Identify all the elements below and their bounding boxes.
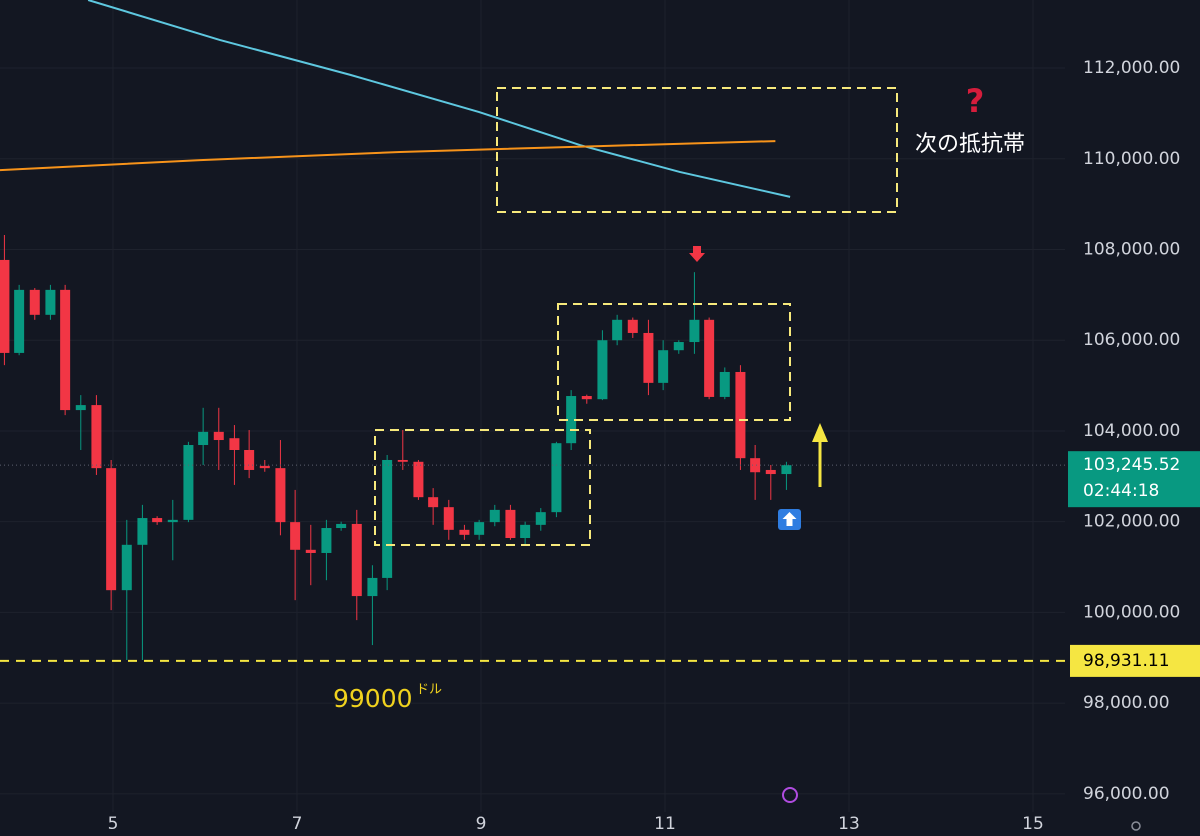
candle-body [581,396,592,400]
moving-average [0,140,776,172]
x-tick-label: 13 [838,814,860,834]
candle-body [689,319,700,343]
range-box [557,303,791,421]
candle-body [75,405,86,411]
candle-body [351,523,362,597]
resistance-label: 次の抵抗帯 [915,132,1025,157]
candle-body [183,445,194,520]
candle-body [505,509,516,539]
candle-body [382,459,393,578]
candle-body [443,507,454,530]
candle-body [750,458,761,473]
candle-body [520,524,531,539]
candle-body [244,450,255,470]
candle-body [397,459,408,462]
support-price-box [1070,644,1200,677]
candle-body [29,289,40,315]
candle-body [673,342,684,351]
candle-body [259,465,270,469]
countdown-label: 02:44:18 [1083,481,1159,501]
candle-body [428,497,439,508]
support-price-label: 98,931.11 [1083,651,1170,671]
candle-body [612,319,623,341]
candle-body [0,259,10,353]
y-tick-label: 98,000.00 [1083,693,1170,713]
candle-body [91,405,102,469]
candle-body [60,289,71,411]
y-tick-label: 106,000.00 [1083,330,1180,350]
candle-body [489,509,500,523]
candle-body [198,431,209,446]
y-tick-label: 102,000.00 [1083,512,1180,532]
candle-body [566,396,577,444]
candle-body [14,289,25,353]
support-label: 99000 [333,684,413,713]
y-tick-label: 108,000.00 [1083,239,1180,259]
candle-body [305,549,316,553]
candle-body [719,371,730,397]
x-tick-label: 11 [654,814,676,834]
candle-body [321,528,332,553]
candle-body [781,465,792,475]
x-tick-label: 7 [292,814,303,834]
candle-body [597,340,608,400]
candle-body [290,522,301,550]
last-price-box [1068,451,1200,508]
candle-body [167,519,178,523]
last-price-label: 103,245.52 [1083,455,1180,475]
candle-body [45,289,56,315]
candle-body [765,469,776,475]
candle-body [627,319,638,333]
candle-body [735,371,746,459]
candle-body [459,529,470,535]
candle-body [152,518,163,523]
support-unit: ドル [416,683,442,698]
candle-body [658,350,669,383]
candle-body [229,438,240,451]
question-mark: ? [966,82,985,120]
candle-body [704,319,715,397]
down-arrow [689,246,705,262]
candle-body [213,431,224,441]
candle-body [474,522,485,535]
y-tick-label: 104,000.00 [1083,421,1180,441]
y-tick-label: 100,000.00 [1083,602,1180,622]
event-icon [782,787,798,803]
y-tick-label: 96,000.00 [1083,784,1170,804]
y-tick-label: 110,000.00 [1083,149,1180,169]
candle-body [137,518,148,545]
up-arrow-head [812,423,828,442]
candle-body [336,523,347,529]
range-box [374,429,591,546]
x-tick-label: 15 [1022,814,1044,834]
candle-body [275,468,286,523]
candle-body [121,544,132,591]
candle-body [106,468,117,591]
moving-average [87,0,791,198]
signal-arrow [782,512,797,526]
settings-icon [1131,821,1141,831]
candle-body [413,461,424,498]
candle-body [551,443,562,513]
candle-body [535,512,546,525]
y-tick-label: 112,000.00 [1083,58,1180,78]
x-tick-label: 5 [108,814,119,834]
x-tick-label: 9 [476,814,487,834]
candle-body [367,577,378,597]
resistance-box [496,87,898,213]
candle-body [643,332,654,383]
